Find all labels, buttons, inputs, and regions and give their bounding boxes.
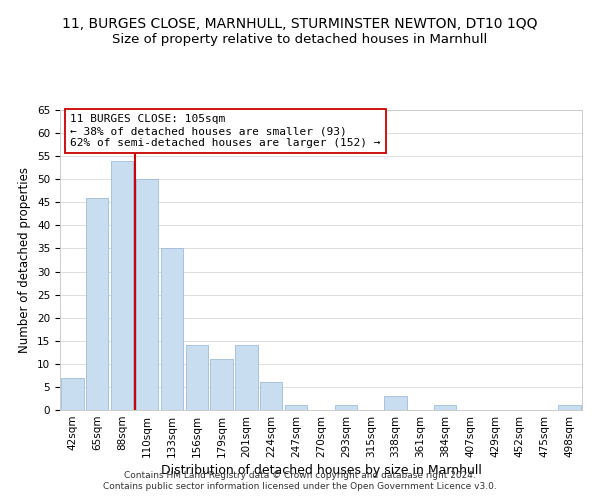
Bar bbox=[61, 378, 83, 410]
Text: 11 BURGES CLOSE: 105sqm
← 38% of detached houses are smaller (93)
62% of semi-de: 11 BURGES CLOSE: 105sqm ← 38% of detache… bbox=[70, 114, 381, 148]
Text: 11, BURGES CLOSE, MARNHULL, STURMINSTER NEWTON, DT10 1QQ: 11, BURGES CLOSE, MARNHULL, STURMINSTER … bbox=[62, 18, 538, 32]
X-axis label: Distribution of detached houses by size in Marnhull: Distribution of detached houses by size … bbox=[161, 464, 481, 477]
Bar bbox=[559, 406, 581, 410]
Bar bbox=[434, 406, 457, 410]
Bar bbox=[260, 382, 283, 410]
Bar bbox=[161, 248, 183, 410]
Text: Contains HM Land Registry data © Crown copyright and database right 2024.: Contains HM Land Registry data © Crown c… bbox=[124, 471, 476, 480]
Bar bbox=[136, 179, 158, 410]
Bar bbox=[335, 406, 357, 410]
Bar bbox=[185, 346, 208, 410]
Bar bbox=[385, 396, 407, 410]
Bar bbox=[111, 161, 133, 410]
Y-axis label: Number of detached properties: Number of detached properties bbox=[19, 167, 31, 353]
Bar bbox=[235, 346, 257, 410]
Text: Contains public sector information licensed under the Open Government Licence v3: Contains public sector information licen… bbox=[103, 482, 497, 491]
Bar bbox=[86, 198, 109, 410]
Text: Size of property relative to detached houses in Marnhull: Size of property relative to detached ho… bbox=[112, 32, 488, 46]
Bar bbox=[211, 359, 233, 410]
Bar bbox=[285, 406, 307, 410]
